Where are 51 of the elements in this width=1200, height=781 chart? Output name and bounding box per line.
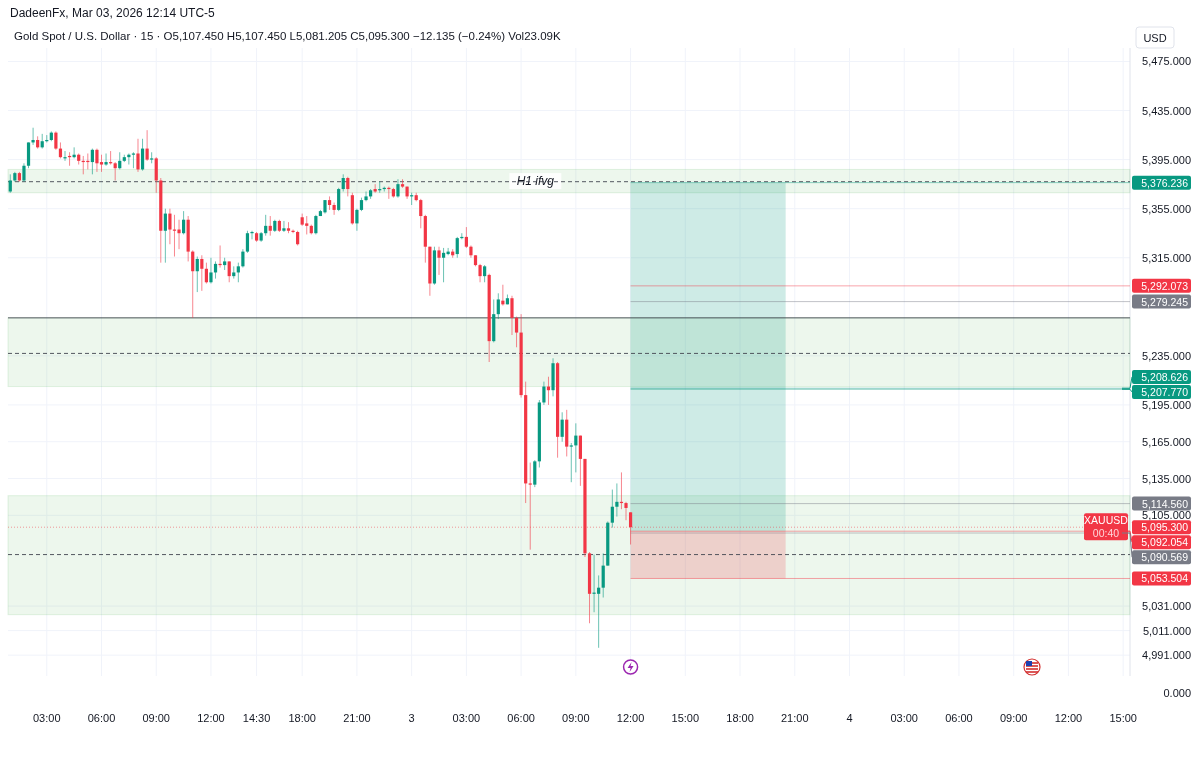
x-tick-label: 12:00 — [616, 712, 645, 724]
x-tick-label: 3 — [408, 712, 415, 724]
y-tick-label: 5,195.000 — [1142, 398, 1191, 411]
x-tick-label: 06:00 — [87, 712, 116, 724]
x-tick-label: 21:00 — [343, 712, 371, 724]
ref-line-label: 5,090.569 — [1141, 551, 1189, 564]
ref-line-label: 5,376.236 — [1141, 176, 1189, 189]
x-tick-label: 09:00 — [999, 712, 1028, 724]
annotation: XAUUSD — [1084, 514, 1129, 527]
text: 0.000 — [1163, 687, 1191, 699]
x-tick-label: 09:00 — [562, 712, 590, 724]
ref-line-label: 5,292.073 — [1141, 279, 1189, 292]
ref-line-label: 5,208.626 — [1141, 370, 1189, 383]
y-tick-label: 5,235.000 — [1142, 349, 1191, 362]
y-tick-label: 5,435.000 — [1142, 104, 1191, 117]
x-tick-label: 06:00 — [945, 712, 973, 724]
x-tick-label: 4 — [846, 712, 853, 724]
ref-line-label: 5,279.245 — [1141, 295, 1189, 308]
y-tick-label: 5,165.000 — [1142, 435, 1191, 448]
x-tick-label: 03:00 — [33, 712, 61, 724]
y-tick-label: 5,395.000 — [1142, 153, 1191, 166]
x-tick-label: 18:00 — [726, 712, 754, 724]
x-tick-label: 03:00 — [452, 712, 481, 724]
chart-subtitle: DadeenFx, Mar 03, 2026 12:14 UTC-5 — [10, 6, 216, 20]
x-tick-label: 03:00 — [890, 712, 918, 724]
x-tick-label: 14:30 — [242, 712, 271, 724]
chart-title: Gold Spot / U.S. Dollar · 15 · O5,107.450 H5,107.450 L5,081.205 C5,095.300 −12.135 (−0.24%) Vol23.09K — [14, 30, 561, 42]
ref-line-label: 5,207.770 — [1141, 385, 1189, 398]
annotation: 00:40 — [1092, 527, 1120, 540]
y-tick-label: 5,355.000 — [1142, 202, 1191, 215]
ref-line-label: 5,053.504 — [1141, 572, 1189, 585]
x-tick-label: 18:00 — [288, 712, 316, 724]
x-tick-label: 15:00 — [1109, 712, 1137, 724]
x-tick-label: 12:00 — [1054, 712, 1083, 724]
x-tick-label: 15:00 — [671, 712, 700, 724]
y-tick-label: 5,135.000 — [1142, 472, 1191, 485]
y-tick-label: 5,031.000 — [1142, 600, 1191, 613]
x-tick-label: 09:00 — [142, 712, 170, 724]
y-axis-title: USD — [1143, 32, 1167, 44]
ref-line-label: 5,114.560 — [1142, 497, 1189, 510]
x-tick-label: 06:00 — [507, 712, 535, 724]
y-tick-label: 5,315.000 — [1142, 251, 1191, 264]
ref-line-label: 5,095.300 — [1141, 521, 1189, 534]
y-tick-label: 5,011.000 — [1142, 624, 1191, 637]
ref-line-label: 5,092.054 — [1141, 536, 1189, 549]
y-tick-label: 5,105.000 — [1142, 509, 1191, 522]
band-label: H1 ifvg — [516, 174, 555, 189]
y-tick-label: 5,475.000 — [1142, 55, 1191, 68]
x-tick-label: 12:00 — [197, 712, 225, 724]
y-tick-label: 4,991.000 — [1142, 649, 1191, 662]
x-tick-label: 21:00 — [781, 712, 809, 724]
